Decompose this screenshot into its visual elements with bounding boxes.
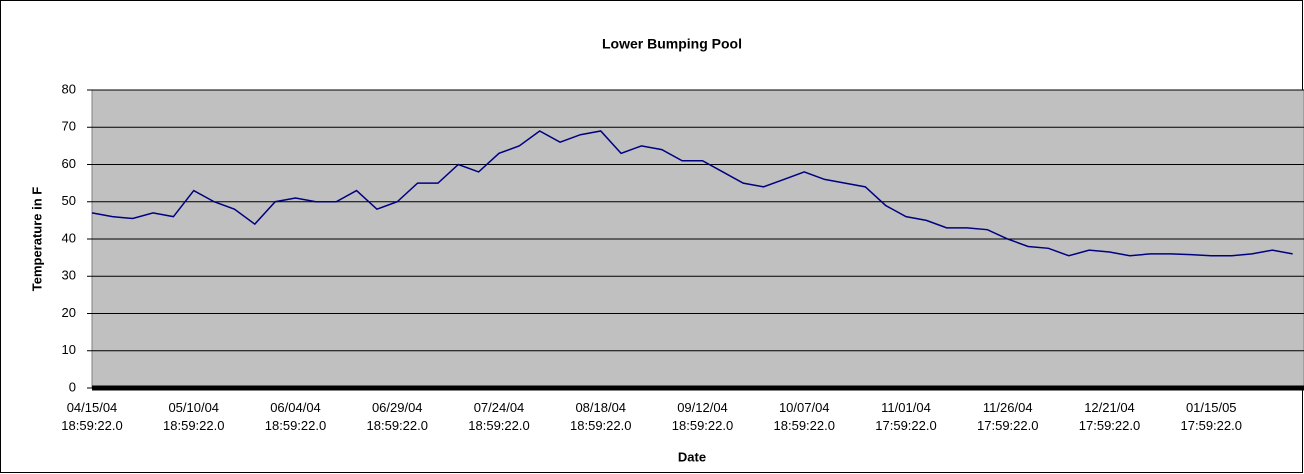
x-tick-label: 11/01/04 17:59:22.0 <box>875 400 936 433</box>
y-tick-label: 20 <box>62 305 76 320</box>
y-tick-label: 10 <box>62 342 76 357</box>
x-tick-label: 04/15/04 18:59:22.0 <box>61 400 122 433</box>
x-tick-label: 09/12/04 18:59:22.0 <box>672 400 733 433</box>
x-tick-label: 06/29/04 18:59:22.0 <box>367 400 428 433</box>
x-tick-label: 07/24/04 18:59:22.0 <box>468 400 529 433</box>
x-axis-label: Date <box>678 449 706 464</box>
y-tick-label: 50 <box>62 193 76 208</box>
y-axis-label: Temperature in F <box>29 187 44 292</box>
y-tick-label: 60 <box>62 156 76 171</box>
x-tick-label: 10/07/04 18:59:22.0 <box>774 400 835 433</box>
y-tick-label: 0 <box>69 379 76 394</box>
x-tick-label: 01/15/05 17:59:22.0 <box>1181 400 1242 433</box>
x-tick-label: 05/10/04 18:59:22.0 <box>163 400 224 433</box>
x-tick-label: 08/18/04 18:59:22.0 <box>570 400 631 433</box>
x-tick-label: 06/04/04 18:59:22.0 <box>265 400 326 433</box>
data-line <box>91 130 1293 257</box>
y-tick-label: 70 <box>62 119 76 134</box>
x-tick-label: 11/26/04 17:59:22.0 <box>977 400 1038 433</box>
y-tick-label: 30 <box>62 268 76 283</box>
y-tick-label: 80 <box>62 81 76 96</box>
y-tick-label: 40 <box>62 230 76 245</box>
chart-title: Lower Bumping Pool <box>602 36 742 52</box>
x-tick-label: 12/21/04 17:59:22.0 <box>1079 400 1140 433</box>
